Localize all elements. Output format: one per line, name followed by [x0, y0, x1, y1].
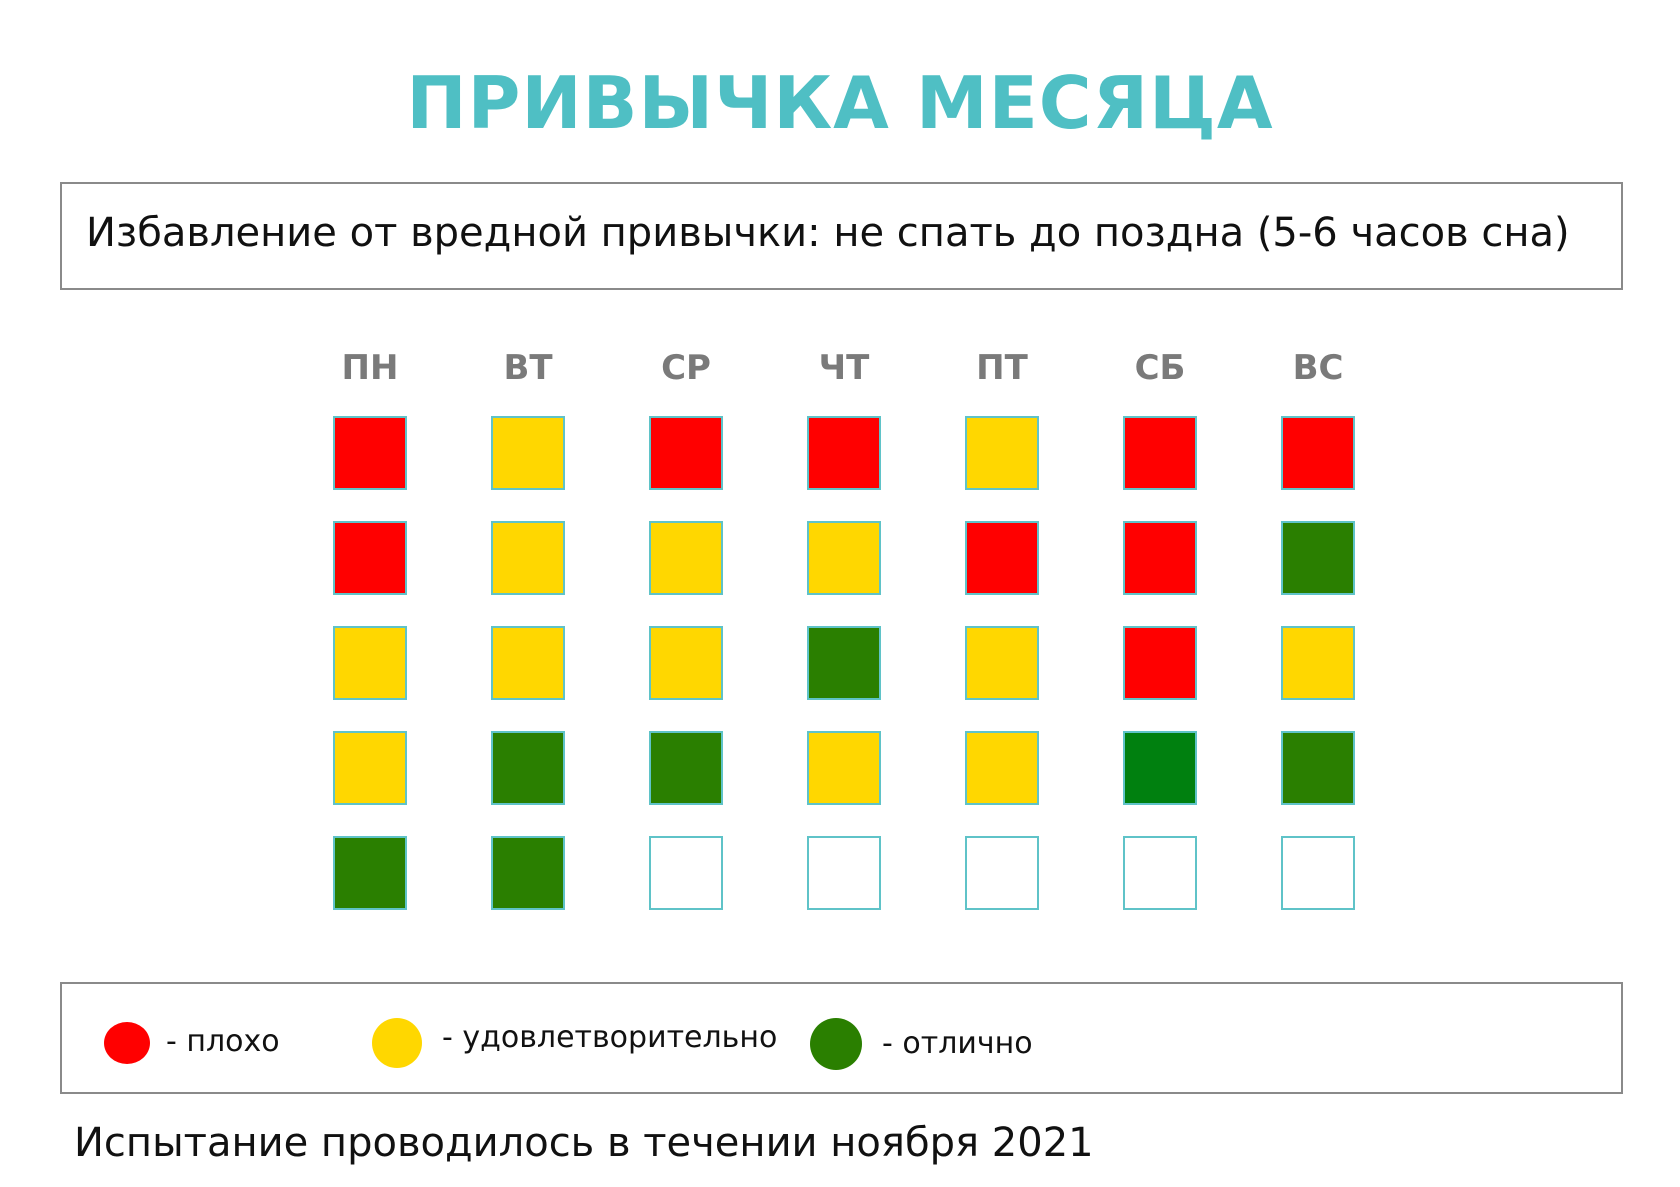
- habit-cell-ok: [1281, 626, 1355, 700]
- habit-cell-bad: [1281, 416, 1355, 490]
- habit-cell-ok: [491, 416, 565, 490]
- legend-bad-label: - плохо: [166, 1024, 280, 1059]
- page-title: ПРИВЫЧКА МЕСЯЦА: [406, 61, 1274, 145]
- legend-ok-label: - удовлетворительно: [442, 1020, 778, 1055]
- habit-cell-bad: [1123, 626, 1197, 700]
- habit-cell-bad: [333, 521, 407, 595]
- habit-cell-bad: [1123, 521, 1197, 595]
- habit-cell-ok: [491, 626, 565, 700]
- habit-cell-good: [807, 626, 881, 700]
- habit-cell-bad: [1123, 416, 1197, 490]
- habit-cell-ok: [649, 626, 723, 700]
- habit-cell-ok: [333, 731, 407, 805]
- habit-cell-good: [491, 836, 565, 910]
- legend-ok-dot: [372, 1018, 422, 1068]
- habit-cell-ok: [807, 731, 881, 805]
- habit-cell-empty: [1281, 836, 1355, 910]
- day-label: ПН: [341, 348, 399, 388]
- habit-cell-ok: [965, 416, 1039, 490]
- legend-bad-dot: [104, 1022, 150, 1064]
- habit-cell-empty: [807, 836, 881, 910]
- day-label: ПТ: [976, 348, 1028, 388]
- habit-cell-ok: [333, 626, 407, 700]
- habit-cell-good: [649, 731, 723, 805]
- habit-cell-ok: [491, 521, 565, 595]
- habit-cell-bad: [807, 416, 881, 490]
- day-label: ЧТ: [818, 348, 870, 388]
- habit-cell-good: [333, 836, 407, 910]
- legend-good-label: - отлично: [882, 1026, 1033, 1061]
- habit-cell-good: [491, 731, 565, 805]
- habit-cell-empty: [649, 836, 723, 910]
- habit-cell-good: [1281, 521, 1355, 595]
- habit-cell-bad: [965, 521, 1039, 595]
- habit-cell-ok: [649, 521, 723, 595]
- day-label: ВС: [1292, 348, 1344, 388]
- habit-description-box: Избавление от вредной привычки: не спать…: [60, 182, 1623, 290]
- habit-cell-bad: [333, 416, 407, 490]
- legend-good-dot: [810, 1018, 862, 1070]
- day-label: СБ: [1134, 348, 1186, 388]
- footer-note: Испытание проводилось в течении ноября 2…: [74, 1120, 1094, 1166]
- habit-cell-ok: [965, 731, 1039, 805]
- habit-description: Избавление от вредной привычки: не спать…: [86, 210, 1570, 256]
- day-label: СР: [661, 348, 711, 388]
- habit-cell-good_dark: [1123, 731, 1197, 805]
- habit-cell-ok: [807, 521, 881, 595]
- habit-cell-ok: [965, 626, 1039, 700]
- day-label: ВТ: [503, 348, 553, 388]
- habit-cell-empty: [1123, 836, 1197, 910]
- habit-cell-bad: [649, 416, 723, 490]
- habit-cell-good: [1281, 731, 1355, 805]
- habit-cell-empty: [965, 836, 1039, 910]
- legend-box: - плохо - удовлетворительно - отлично: [60, 982, 1623, 1094]
